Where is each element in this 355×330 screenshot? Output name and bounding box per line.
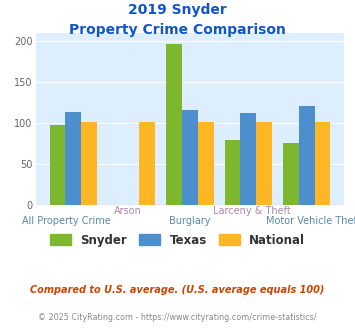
Bar <box>140 122 155 205</box>
Text: Burglary: Burglary <box>169 216 211 226</box>
Text: Larceny & Theft: Larceny & Theft <box>213 206 291 216</box>
Bar <box>81 122 97 205</box>
Text: Compared to U.S. average. (U.S. average equals 100): Compared to U.S. average. (U.S. average … <box>30 285 325 295</box>
Bar <box>299 106 315 205</box>
Bar <box>166 45 182 205</box>
Bar <box>315 122 330 205</box>
Text: © 2025 CityRating.com - https://www.cityrating.com/crime-statistics/: © 2025 CityRating.com - https://www.city… <box>38 314 317 322</box>
Bar <box>240 113 256 205</box>
Bar <box>256 122 272 205</box>
Bar <box>225 140 240 205</box>
Bar <box>182 110 198 205</box>
Text: Arson: Arson <box>114 206 142 216</box>
Text: Motor Vehicle Theft: Motor Vehicle Theft <box>266 216 355 226</box>
Bar <box>50 125 65 205</box>
Bar <box>198 122 214 205</box>
Bar <box>65 112 81 205</box>
Text: All Property Crime: All Property Crime <box>22 216 111 226</box>
Bar <box>283 143 299 205</box>
Legend: Snyder, Texas, National: Snyder, Texas, National <box>45 229 310 251</box>
Text: 2019 Snyder: 2019 Snyder <box>128 3 227 17</box>
Text: Property Crime Comparison: Property Crime Comparison <box>69 23 286 37</box>
